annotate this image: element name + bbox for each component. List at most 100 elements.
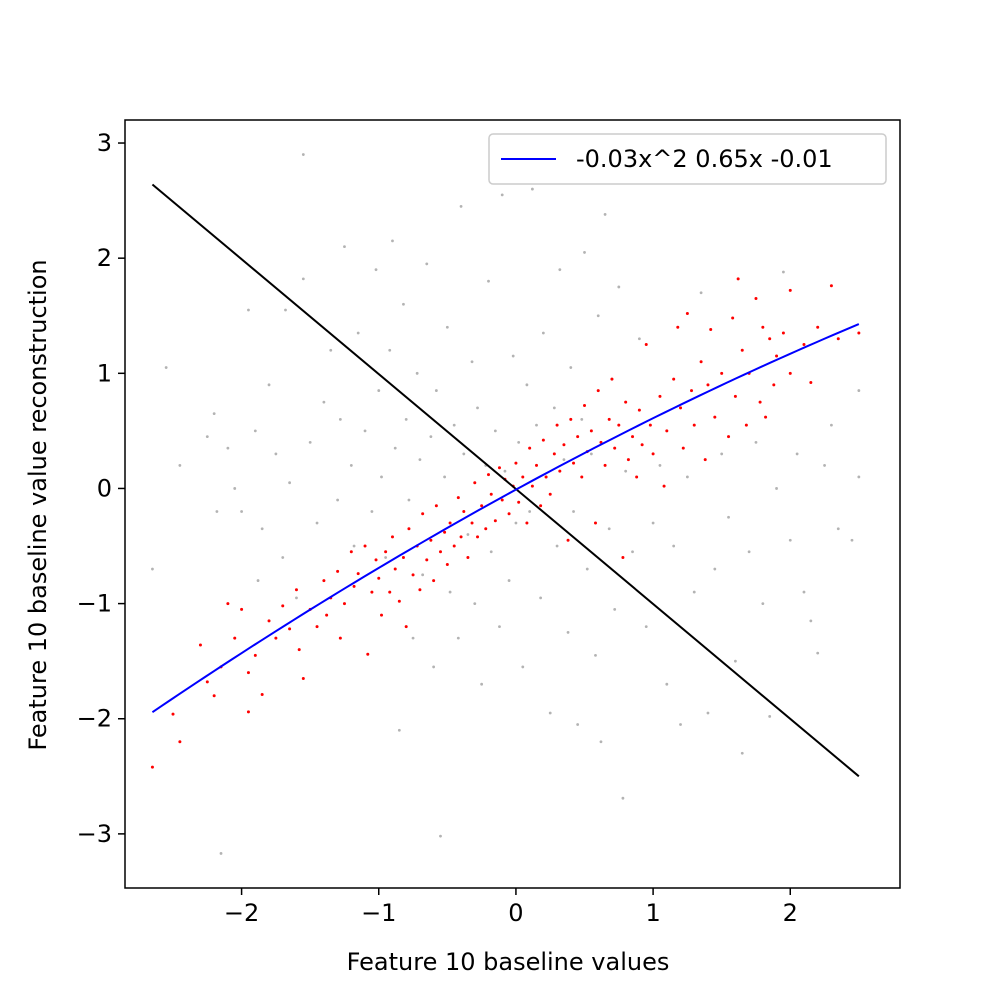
highlight-point bbox=[484, 527, 488, 531]
highlight-point bbox=[640, 443, 644, 447]
background-point bbox=[511, 354, 515, 358]
highlight-point bbox=[205, 680, 209, 684]
background-point bbox=[631, 550, 634, 554]
background-point bbox=[315, 521, 319, 525]
background-point bbox=[377, 389, 381, 392]
background-point bbox=[816, 651, 820, 655]
background-point bbox=[407, 498, 411, 502]
background-point bbox=[421, 573, 425, 577]
highlight-point bbox=[788, 371, 792, 375]
highlight-point bbox=[432, 579, 436, 583]
background-point bbox=[823, 464, 826, 467]
highlight-point bbox=[690, 389, 694, 393]
highlight-point bbox=[685, 311, 689, 315]
background-point bbox=[585, 567, 589, 571]
highlight-point bbox=[336, 569, 340, 573]
highlight-point bbox=[665, 429, 669, 433]
highlight-point bbox=[593, 521, 597, 525]
x-tick-label: 0 bbox=[508, 899, 523, 927]
background-point bbox=[281, 556, 285, 559]
x-axis-label: Feature 10 baseline values bbox=[347, 948, 670, 976]
background-point bbox=[308, 440, 312, 444]
highlight-point bbox=[356, 572, 360, 576]
background-point bbox=[470, 360, 474, 364]
highlight-point bbox=[589, 429, 593, 433]
highlight-point bbox=[679, 406, 683, 410]
highlight-point bbox=[473, 481, 477, 485]
highlight-point bbox=[613, 446, 617, 450]
highlight-point bbox=[761, 325, 765, 329]
highlight-point bbox=[363, 544, 367, 548]
highlight-point bbox=[699, 360, 703, 364]
background-point bbox=[802, 590, 806, 594]
background-point bbox=[402, 302, 405, 306]
highlight-point bbox=[583, 404, 587, 408]
background-point bbox=[528, 510, 532, 513]
highlight-point bbox=[566, 538, 570, 542]
background-point bbox=[415, 371, 419, 375]
highlight-point bbox=[390, 535, 394, 539]
highlight-point bbox=[445, 562, 449, 566]
background-point bbox=[761, 602, 765, 605]
background-point bbox=[727, 515, 730, 519]
background-point bbox=[651, 521, 655, 525]
highlight-point bbox=[246, 671, 250, 675]
background-point bbox=[267, 383, 271, 387]
highlight-point bbox=[720, 371, 724, 375]
highlight-point bbox=[493, 519, 497, 523]
background-point bbox=[685, 475, 689, 479]
highlight-point bbox=[681, 446, 685, 450]
highlight-point bbox=[816, 325, 820, 329]
background-point bbox=[558, 268, 562, 272]
highlight-point bbox=[434, 504, 438, 508]
highlight-point bbox=[388, 590, 392, 594]
background-point bbox=[637, 337, 641, 341]
background-point bbox=[151, 567, 154, 571]
background-point bbox=[672, 544, 676, 548]
highlight-point bbox=[836, 337, 840, 341]
background-point bbox=[599, 740, 603, 744]
highlight-point bbox=[425, 558, 429, 562]
background-point bbox=[569, 366, 573, 369]
highlight-point bbox=[240, 607, 244, 611]
highlight-point bbox=[401, 556, 405, 560]
highlight-point bbox=[470, 521, 474, 525]
background-point bbox=[205, 435, 209, 439]
highlight-point bbox=[377, 576, 381, 580]
lines-group bbox=[151, 183, 860, 778]
highlight-point bbox=[662, 484, 666, 488]
x-axis: −2 −1 0 1 2 bbox=[224, 888, 798, 927]
highlight-point bbox=[288, 627, 292, 631]
background-point bbox=[452, 423, 456, 427]
background-point bbox=[665, 682, 669, 686]
background-point bbox=[336, 498, 340, 502]
highlight-point bbox=[558, 469, 562, 473]
background-point bbox=[572, 510, 575, 513]
y-tick-label: −1 bbox=[77, 590, 112, 618]
background-point bbox=[301, 153, 305, 156]
highlight-point bbox=[651, 452, 655, 456]
background-point bbox=[768, 715, 772, 718]
y-axis-label: Feature 10 baseline value reconstruction bbox=[24, 259, 52, 750]
background-point bbox=[555, 544, 559, 548]
highlight-point bbox=[829, 284, 833, 288]
highlight-point bbox=[497, 466, 501, 470]
highlight-point bbox=[342, 602, 346, 606]
background-point bbox=[617, 285, 621, 289]
highlight-point bbox=[476, 535, 480, 539]
background-point bbox=[301, 277, 305, 281]
highlight-point bbox=[443, 530, 447, 534]
background-point bbox=[507, 579, 511, 582]
x-tick-label: 1 bbox=[645, 899, 660, 927]
background-point bbox=[388, 348, 392, 352]
background-point bbox=[621, 796, 625, 800]
highlight-point bbox=[521, 475, 525, 479]
x-tick-label: 2 bbox=[783, 899, 798, 927]
highlight-point bbox=[764, 415, 768, 419]
highlight-point bbox=[297, 648, 301, 652]
background-point bbox=[754, 440, 758, 444]
highlight-point bbox=[809, 381, 813, 385]
reference-line bbox=[151, 183, 860, 778]
background-point bbox=[274, 452, 278, 456]
